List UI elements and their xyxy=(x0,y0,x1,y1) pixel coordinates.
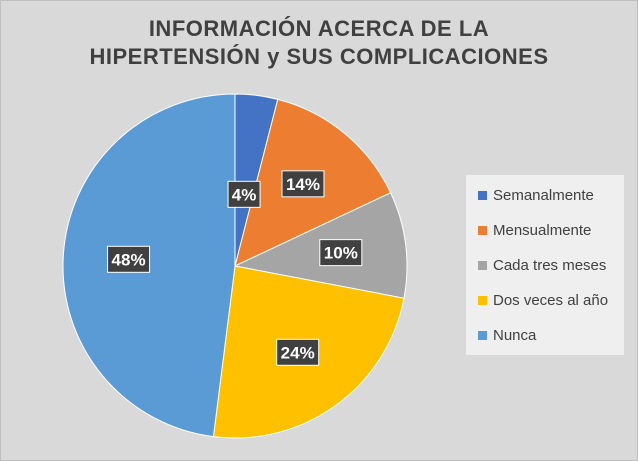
legend-swatch xyxy=(478,260,487,270)
legend-label: Semanalmente xyxy=(493,186,594,204)
legend-swatch xyxy=(478,295,487,305)
data-label-1: 14% xyxy=(281,170,325,198)
svg-text:24%: 24% xyxy=(281,343,315,362)
svg-text:14%: 14% xyxy=(286,175,320,194)
legend-item-mensualmente: Mensualmente xyxy=(478,220,591,240)
chart-title-line-1: INFORMACIÓN ACERCA DE LA xyxy=(148,16,490,41)
svg-text:48%: 48% xyxy=(112,250,146,269)
legend-item-dos-veces-al-año: Dos veces al año xyxy=(478,290,608,310)
data-label-2: 10% xyxy=(319,239,363,267)
svg-text:4%: 4% xyxy=(232,185,257,204)
data-label-3: 24% xyxy=(276,338,320,366)
svg-text:10%: 10% xyxy=(324,244,358,263)
legend-swatch xyxy=(478,225,487,235)
chart-title-line-2: HIPERTENSIÓN y SUS COMPLICACIONES xyxy=(89,44,549,69)
legend-item-semanalmente: Semanalmente xyxy=(478,185,594,205)
legend-item-nunca: Nunca xyxy=(478,325,536,345)
legend: Semanalmente Mensualmente Cada tres meses D… xyxy=(466,175,624,355)
legend-swatch xyxy=(478,190,487,200)
legend-label: Cada tres meses xyxy=(493,256,607,274)
legend-label: Dos veces al año xyxy=(493,291,609,309)
data-label-0: 4% xyxy=(227,180,261,208)
data-label-4: 48% xyxy=(107,245,151,273)
chart-title: INFORMACIÓN ACERCA DE LA HIPERTENSIÓN y … xyxy=(1,15,637,71)
legend-item-cada-tres-meses: Cada tres meses xyxy=(478,255,606,275)
legend-label: Nunca xyxy=(493,326,537,344)
legend-swatch xyxy=(478,330,487,340)
legend-label: Mensualmente xyxy=(493,221,592,239)
